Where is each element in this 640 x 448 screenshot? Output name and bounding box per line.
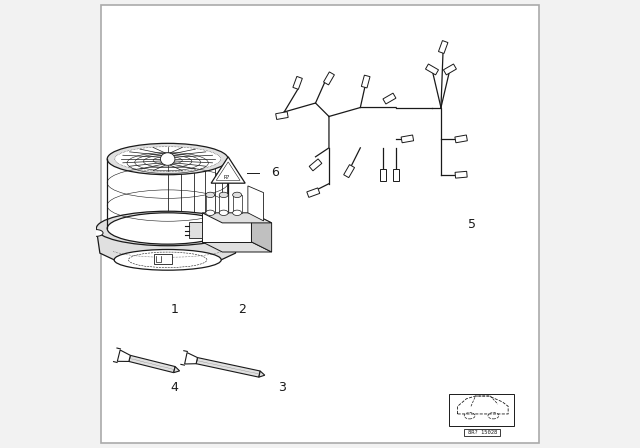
Text: 8R? 15028: 8R? 15028 — [468, 430, 497, 435]
Text: 1: 1 — [170, 302, 179, 316]
Bar — [233, 195, 242, 213]
Polygon shape — [202, 213, 252, 242]
Polygon shape — [196, 358, 260, 377]
Ellipse shape — [206, 210, 215, 215]
Polygon shape — [438, 41, 448, 53]
Polygon shape — [117, 350, 131, 362]
Ellipse shape — [90, 229, 103, 237]
Text: 5: 5 — [468, 217, 476, 231]
Polygon shape — [455, 135, 467, 143]
Polygon shape — [276, 112, 288, 120]
Polygon shape — [455, 171, 467, 178]
Ellipse shape — [219, 192, 228, 198]
Polygon shape — [324, 72, 334, 85]
Polygon shape — [259, 371, 265, 377]
Polygon shape — [252, 213, 271, 252]
Polygon shape — [362, 75, 370, 88]
Bar — [154, 254, 172, 264]
Ellipse shape — [115, 146, 221, 172]
Polygon shape — [307, 188, 320, 198]
Text: 2: 2 — [237, 302, 246, 316]
Bar — [464, 429, 500, 436]
Polygon shape — [189, 222, 202, 238]
Polygon shape — [383, 93, 396, 104]
Ellipse shape — [233, 210, 242, 215]
Polygon shape — [380, 169, 386, 181]
Bar — [206, 195, 215, 213]
Polygon shape — [184, 353, 198, 364]
Ellipse shape — [108, 213, 228, 244]
Polygon shape — [248, 186, 264, 221]
Polygon shape — [344, 164, 355, 178]
Ellipse shape — [96, 211, 239, 246]
Polygon shape — [173, 366, 180, 373]
Ellipse shape — [114, 250, 221, 270]
Ellipse shape — [206, 192, 215, 198]
Polygon shape — [309, 159, 322, 171]
Ellipse shape — [232, 229, 246, 237]
Text: 6: 6 — [271, 166, 279, 180]
Ellipse shape — [161, 153, 175, 165]
Ellipse shape — [219, 210, 228, 215]
Polygon shape — [401, 135, 413, 143]
Ellipse shape — [233, 192, 242, 198]
Text: 4: 4 — [170, 381, 179, 394]
Bar — [220, 195, 228, 213]
Polygon shape — [129, 355, 175, 373]
Polygon shape — [211, 157, 245, 183]
Polygon shape — [202, 213, 271, 223]
Bar — [449, 394, 513, 426]
Polygon shape — [444, 64, 456, 75]
Text: R?: R? — [223, 175, 230, 180]
Polygon shape — [293, 77, 302, 89]
Polygon shape — [202, 242, 271, 252]
Polygon shape — [393, 169, 399, 181]
Ellipse shape — [108, 143, 228, 175]
Polygon shape — [96, 228, 239, 260]
Text: 3: 3 — [278, 381, 286, 394]
Polygon shape — [426, 64, 438, 75]
